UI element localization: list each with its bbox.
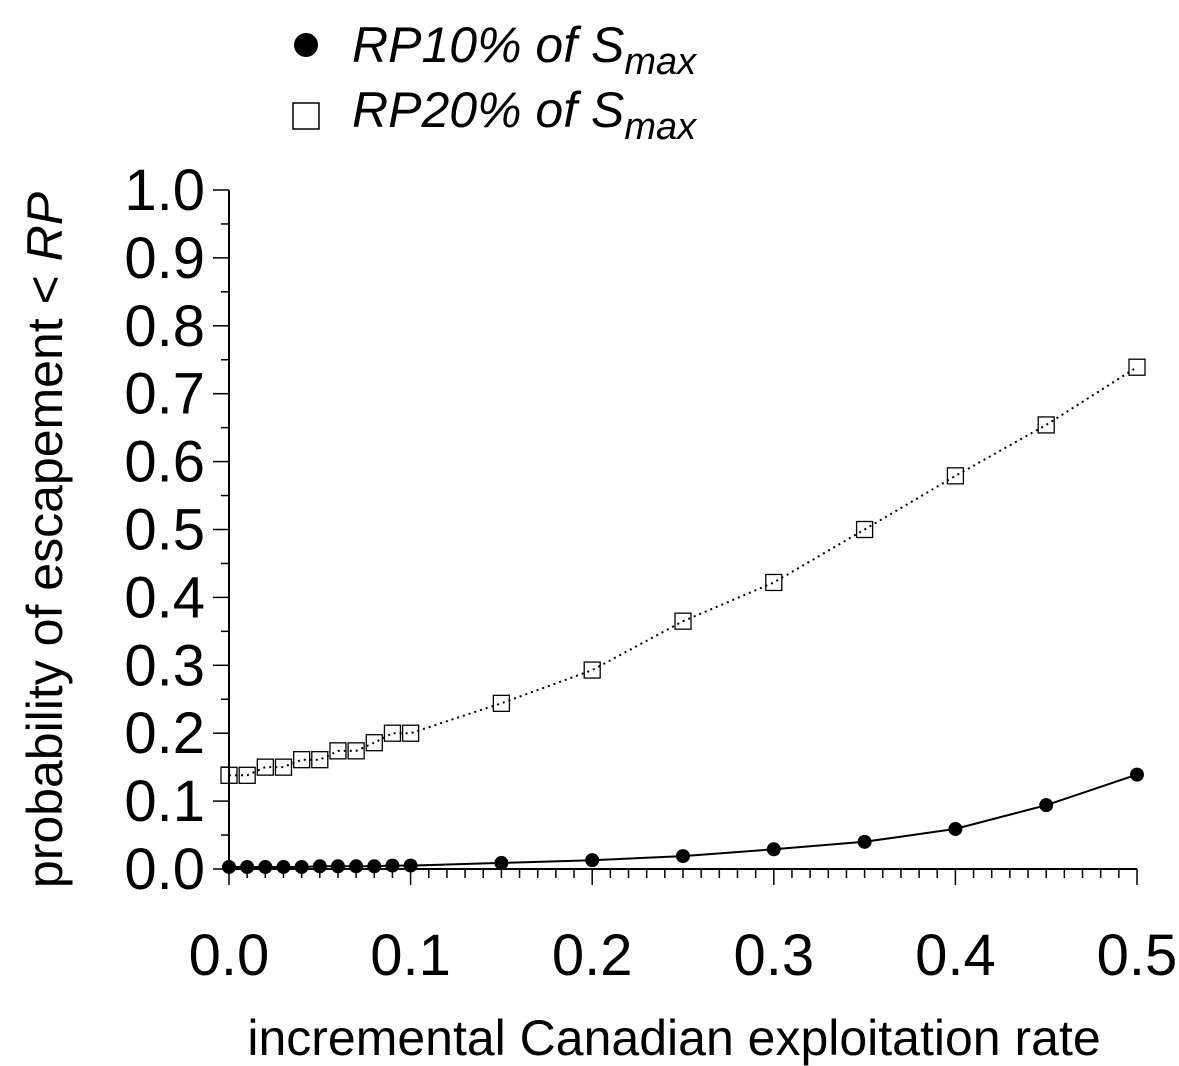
x-tick-label: 0.3 bbox=[733, 923, 814, 988]
y-tick-label: 0.1 bbox=[124, 769, 205, 834]
series-lines bbox=[229, 366, 1138, 868]
y-tick-label: 0.6 bbox=[124, 430, 205, 495]
point-rp10 bbox=[276, 859, 291, 874]
x-tick-label: 0.2 bbox=[552, 923, 633, 988]
point-rp20 bbox=[365, 734, 383, 752]
point-rp10 bbox=[1130, 767, 1144, 782]
x-tick-label: 0.1 bbox=[370, 923, 451, 988]
y-tick-labels: 0.00.10.20.30.40.50.60.70.80.91.0 bbox=[124, 158, 205, 902]
y-tick-label: 0.0 bbox=[124, 837, 205, 902]
x-tick-labels: 0.0 0.1 0.2 0.3 0.4 0.5 bbox=[189, 923, 1178, 988]
point-rp20 bbox=[347, 742, 365, 760]
point-rp20 bbox=[1037, 416, 1055, 434]
y-tick-label: 0.3 bbox=[124, 633, 205, 698]
legend-label-rp20: RP20% of Smax bbox=[352, 82, 698, 148]
point-rp20 bbox=[674, 612, 692, 630]
point-rp10 bbox=[857, 834, 872, 849]
point-rp20 bbox=[383, 724, 402, 742]
point-rp20 bbox=[1128, 358, 1146, 376]
point-rp20 bbox=[292, 751, 311, 769]
axes bbox=[213, 189, 1138, 885]
y-tick-label: 0.5 bbox=[124, 498, 205, 563]
point-rp10 bbox=[312, 859, 327, 874]
point-rp10 bbox=[676, 849, 690, 864]
point-rp10 bbox=[585, 853, 600, 868]
x-tick-label: 0.0 bbox=[189, 923, 270, 988]
point-rp20 bbox=[256, 758, 274, 776]
point-rp10 bbox=[349, 859, 364, 874]
y-axis-title: probability of escapement < RP bbox=[17, 191, 73, 888]
series-line-rp20 bbox=[229, 366, 1138, 777]
point-rp20 bbox=[492, 694, 511, 712]
point-rp20 bbox=[855, 520, 874, 539]
point-rp20 bbox=[311, 751, 329, 769]
point-rp20 bbox=[329, 742, 347, 760]
point-rp10 bbox=[330, 859, 345, 874]
point-rp10 bbox=[766, 842, 781, 857]
point-rp10 bbox=[294, 859, 309, 874]
point-rp10 bbox=[494, 855, 509, 870]
point-rp20 bbox=[274, 758, 293, 776]
y-tick-label: 0.2 bbox=[124, 701, 205, 766]
point-rp10 bbox=[385, 858, 400, 873]
legend-marker-rp20 bbox=[292, 102, 320, 130]
x-tick-label: 0.5 bbox=[1097, 923, 1178, 988]
point-rp20 bbox=[583, 661, 601, 679]
y-tick-label: 0.9 bbox=[124, 226, 205, 291]
point-rp20 bbox=[220, 766, 238, 784]
point-rp10 bbox=[222, 859, 236, 874]
point-rp10 bbox=[948, 821, 963, 836]
legend-label-rp10: RP10% of Smax bbox=[352, 17, 698, 83]
point-rp20 bbox=[946, 467, 965, 485]
x-axis-title: incremental Canadian exploitation rate bbox=[247, 1010, 1100, 1066]
point-rp20 bbox=[401, 724, 420, 742]
point-rp10 bbox=[1039, 798, 1054, 813]
y-tick-label: 0.4 bbox=[124, 565, 205, 630]
legend-marker-rp10 bbox=[294, 33, 318, 57]
y-tick-label: 1.0 bbox=[124, 158, 205, 223]
legend: RP10% of Smax RP20% of Smax bbox=[292, 17, 698, 148]
y-tick-label: 0.7 bbox=[124, 362, 205, 427]
series-markers bbox=[220, 358, 1146, 874]
point-rp20 bbox=[765, 573, 783, 592]
point-rp10 bbox=[240, 859, 255, 874]
point-rp20 bbox=[238, 766, 256, 784]
point-rp10 bbox=[403, 858, 418, 873]
point-rp10 bbox=[367, 859, 382, 874]
point-rp10 bbox=[258, 859, 273, 874]
y-tick-label: 0.8 bbox=[124, 294, 205, 359]
x-tick-label: 0.4 bbox=[915, 923, 996, 988]
